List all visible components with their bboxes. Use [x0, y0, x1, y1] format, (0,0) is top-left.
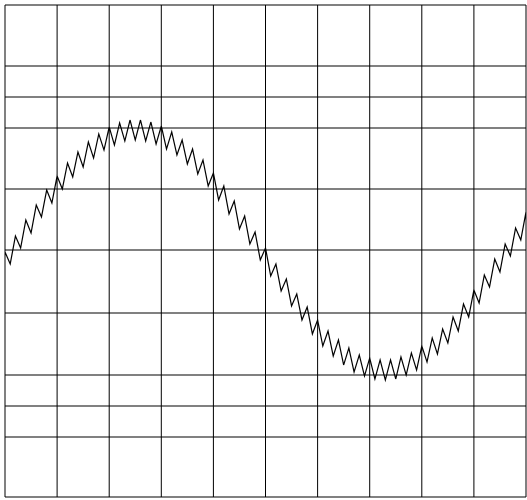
- waveform-line: [4, 119, 527, 383]
